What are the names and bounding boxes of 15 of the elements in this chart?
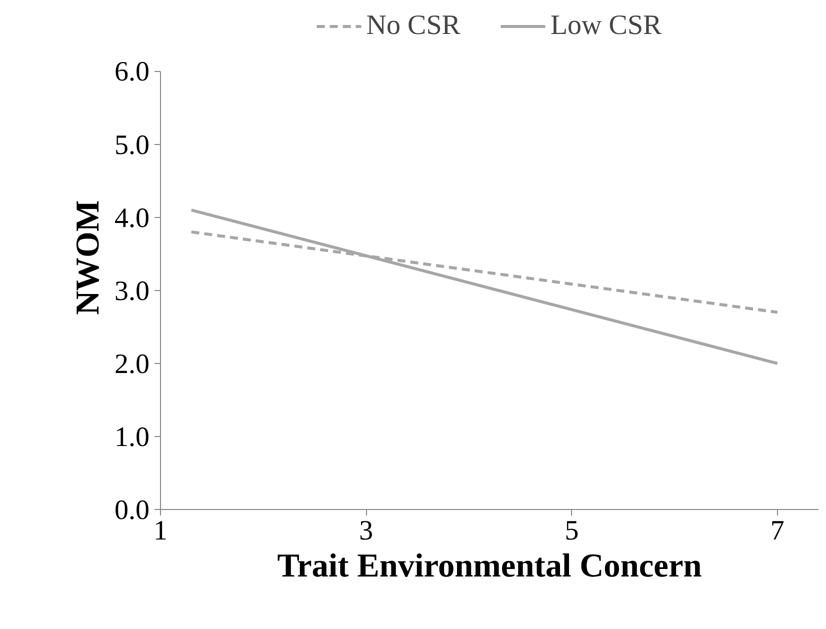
y-tick-label: 4.0	[114, 202, 150, 234]
legend-label: No CSR	[366, 10, 460, 42]
y-axis-title: NWOM	[70, 200, 106, 315]
y-tick-label: 5.0	[114, 130, 150, 161]
x-axis-title: Trait Environmental Concern	[277, 548, 702, 584]
y-tick-label: 6.0	[114, 56, 150, 88]
y-tick-label: 0.0	[114, 495, 150, 526]
y-tick-label: 3.0	[114, 276, 150, 307]
x-tick-label: 7	[770, 516, 784, 546]
legend-label: Low CSR	[550, 10, 662, 42]
x-tick-label: 5	[564, 516, 579, 546]
x-tick-label: 3	[359, 516, 374, 546]
y-tick-label: 2.0	[114, 348, 150, 380]
x-tick-label: 1	[154, 516, 168, 546]
y-tick-label: 1.0	[114, 422, 150, 453]
